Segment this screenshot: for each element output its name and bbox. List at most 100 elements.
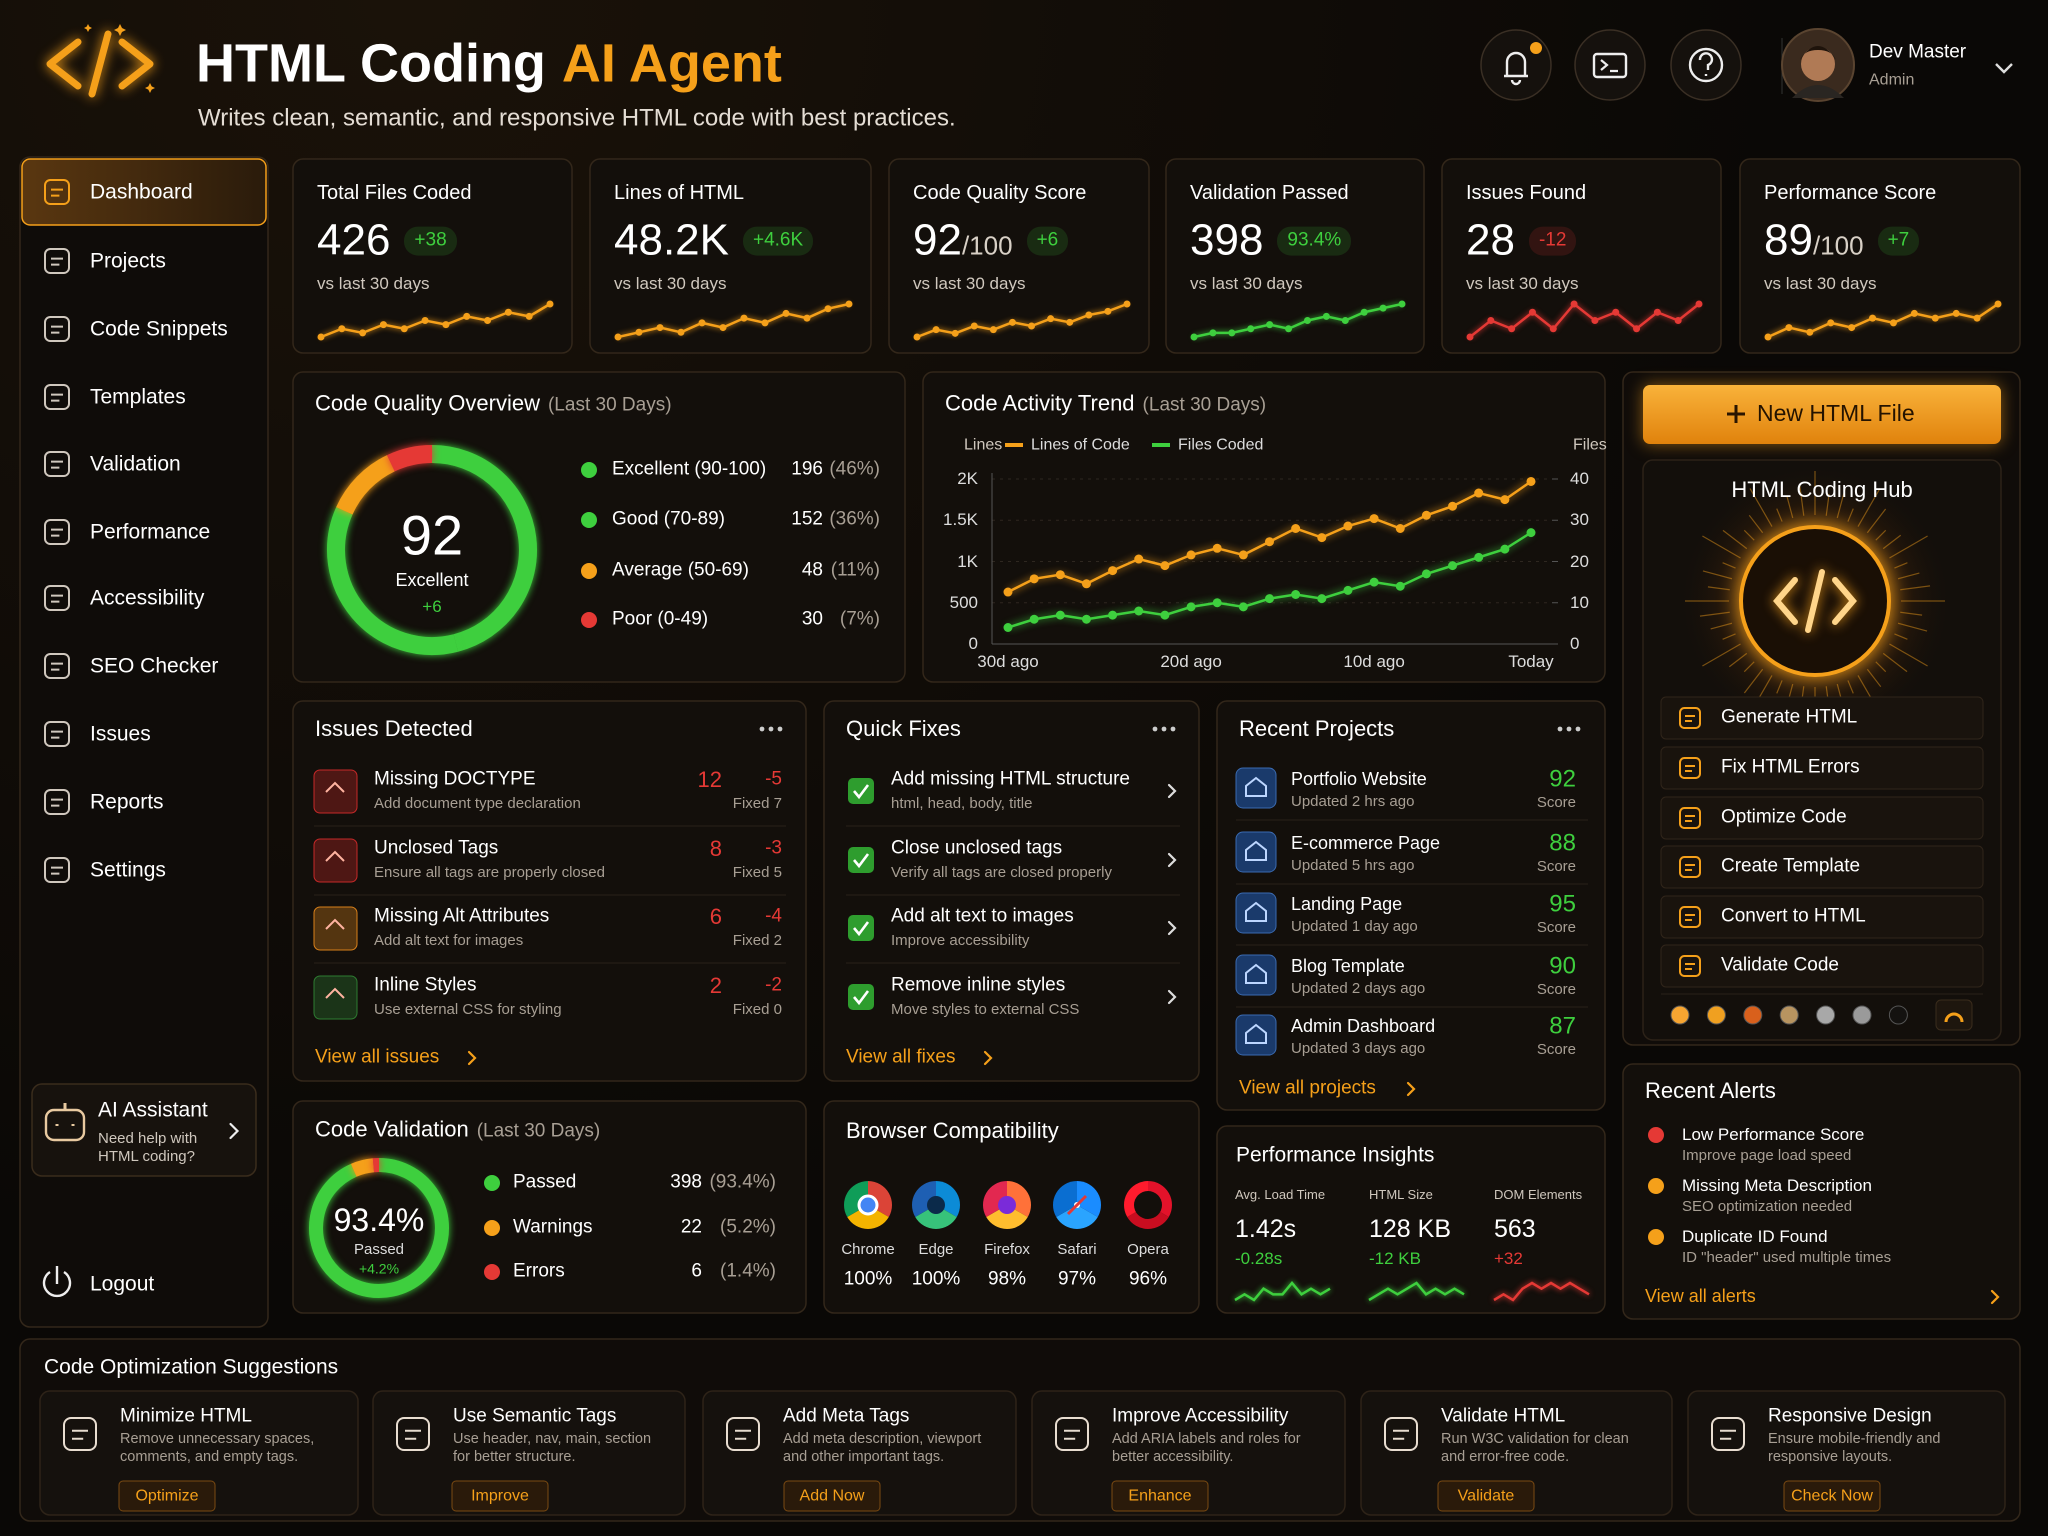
validation-card	[292, 1100, 807, 1314]
nav-item[interactable]: Projects	[90, 249, 166, 273]
toolbar-button[interactable]	[1670, 29, 1742, 101]
ring-segment	[336, 455, 396, 515]
suggestion-button[interactable]	[783, 1480, 881, 1512]
legend-share: (7%)	[839, 608, 880, 630]
view-all-link[interactable]: View all projects	[1239, 1077, 1376, 1099]
hub-ray	[1722, 562, 1736, 569]
suggestion-action[interactable]: Check Now	[1791, 1487, 1873, 1505]
ring-segment	[387, 445, 433, 472]
hub-action[interactable]	[1660, 796, 1984, 840]
view-all-link[interactable]: View all alerts	[1645, 1286, 1756, 1307]
nav-item[interactable]: Dashboard	[90, 180, 193, 204]
hub-action[interactable]	[1660, 696, 1984, 740]
view-all-link[interactable]: View all fixes	[846, 1046, 956, 1068]
nav-item[interactable]: Accessibility	[90, 586, 205, 610]
hub-action[interactable]	[1660, 746, 1984, 790]
toolbar-button[interactable]	[1574, 29, 1646, 101]
hub-action-label[interactable]: Generate HTML	[1721, 706, 1858, 728]
view-all-link[interactable]: View all issues	[315, 1046, 440, 1068]
palette-swatch[interactable]	[1743, 1005, 1763, 1025]
issue-title: Missing DOCTYPE	[374, 768, 536, 790]
browser-support: 98%	[987, 1268, 1027, 1290]
issue-icon	[313, 906, 358, 951]
hub-action[interactable]	[1660, 895, 1984, 939]
suggestion-button[interactable]	[1437, 1480, 1535, 1512]
hub-action[interactable]	[1660, 845, 1984, 889]
toolbar-button[interactable]	[1480, 29, 1552, 101]
suggestion-action[interactable]: Improve	[471, 1487, 529, 1505]
spark-dot	[1931, 314, 1939, 322]
issue-icon	[313, 769, 358, 814]
legend-label: Warnings	[513, 1216, 593, 1238]
issue-delta: -4	[765, 905, 782, 927]
x-tick-label: 30d ago	[977, 651, 1039, 671]
logout[interactable]: Logout	[90, 1272, 155, 1296]
hub-action-label[interactable]: Optimize Code	[1721, 806, 1847, 828]
kpi-card	[292, 158, 573, 354]
sparkline	[1493, 1281, 1590, 1302]
new-file-button[interactable]	[1643, 385, 2001, 444]
kpi-note: vs last 30 days	[1466, 273, 1579, 293]
project-updated: Updated 2 days ago	[1291, 980, 1426, 997]
palette-swatch[interactable]	[1816, 1005, 1836, 1025]
suggestion-button[interactable]	[451, 1480, 549, 1512]
project-updated: Updated 1 day ago	[1291, 918, 1418, 935]
spark-dot	[1209, 329, 1217, 337]
palette-swatch[interactable]	[1888, 1005, 1908, 1025]
series-point	[1003, 623, 1013, 632]
browser-support: 97%	[1057, 1268, 1097, 1290]
palette-swatch[interactable]	[1670, 1005, 1690, 1025]
suggestion-card	[1687, 1390, 2006, 1516]
legend-count: 196	[791, 458, 823, 480]
suggestion-desc: Remove unnecessary spaces, comments, and…	[120, 1430, 315, 1465]
nav-item[interactable]: Templates	[90, 385, 186, 409]
new-file-label[interactable]: New HTML File	[1757, 400, 1915, 427]
hub-action[interactable]	[1660, 944, 1984, 988]
hub-ray	[1776, 508, 1783, 522]
kpi-value: 89	[1764, 215, 1813, 265]
kpi-note: vs last 30 days	[614, 273, 727, 293]
hub-ray	[1722, 529, 1748, 550]
hub-action-label[interactable]: Create Template	[1721, 855, 1861, 877]
project-score-label: Score	[1536, 794, 1576, 811]
hub-action-label[interactable]: Fix HTML Errors	[1721, 756, 1860, 778]
icon	[44, 179, 70, 205]
suggestion-action[interactable]: Optimize	[135, 1487, 199, 1505]
nav-item[interactable]: Performance	[90, 520, 211, 544]
card-title-row: Code Activity Trend (Last 30 Days)	[945, 391, 1266, 418]
suggestion-action[interactable]: Add Now	[799, 1487, 865, 1505]
nav-item[interactable]: Reports	[90, 790, 164, 814]
nav-item[interactable]: Settings	[90, 858, 166, 882]
browser-logo-center	[998, 1196, 1016, 1214]
project-name: Blog Template	[1291, 956, 1405, 977]
series-point	[1212, 598, 1222, 608]
suggestion-action[interactable]: Validate	[1457, 1487, 1515, 1505]
spark-dot	[1591, 317, 1599, 324]
spark-dot	[1674, 317, 1682, 324]
palette-swatch[interactable]	[1706, 1005, 1726, 1025]
nav-item[interactable]: Issues	[90, 722, 151, 746]
nav-item[interactable]: Code Snippets	[90, 317, 228, 341]
assistant-box	[31, 1083, 257, 1177]
fix-desc: Improve accessibility	[891, 932, 1030, 949]
suggestion-desc: Add ARIA labels and roles for better acc…	[1112, 1430, 1301, 1465]
series-point	[1108, 566, 1118, 576]
alert-desc: SEO optimization needed	[1682, 1198, 1853, 1215]
spark-dot	[1303, 317, 1311, 324]
hub-action-label[interactable]: Convert to HTML	[1721, 905, 1866, 927]
nav-item[interactable]: SEO Checker	[90, 654, 219, 678]
nav-item[interactable]: Validation	[90, 452, 181, 476]
spark-dot	[1910, 309, 1918, 317]
suggestion-button[interactable]	[118, 1480, 216, 1512]
palette-swatch[interactable]	[1852, 1005, 1872, 1025]
palette-swatch[interactable]	[1779, 1005, 1799, 1025]
browser-logo	[915, 1205, 957, 1229]
spark-dot	[1228, 329, 1236, 337]
suggestion-action[interactable]: Enhance	[1128, 1487, 1192, 1505]
suggestion-button[interactable]	[1111, 1480, 1209, 1512]
suggestion-title: Responsive Design	[1768, 1405, 1932, 1427]
hub-action-label[interactable]: Validate Code	[1721, 954, 1839, 976]
suggestion-button[interactable]	[1783, 1480, 1881, 1512]
spark-dot	[635, 328, 643, 336]
kpi-card	[888, 158, 1150, 354]
